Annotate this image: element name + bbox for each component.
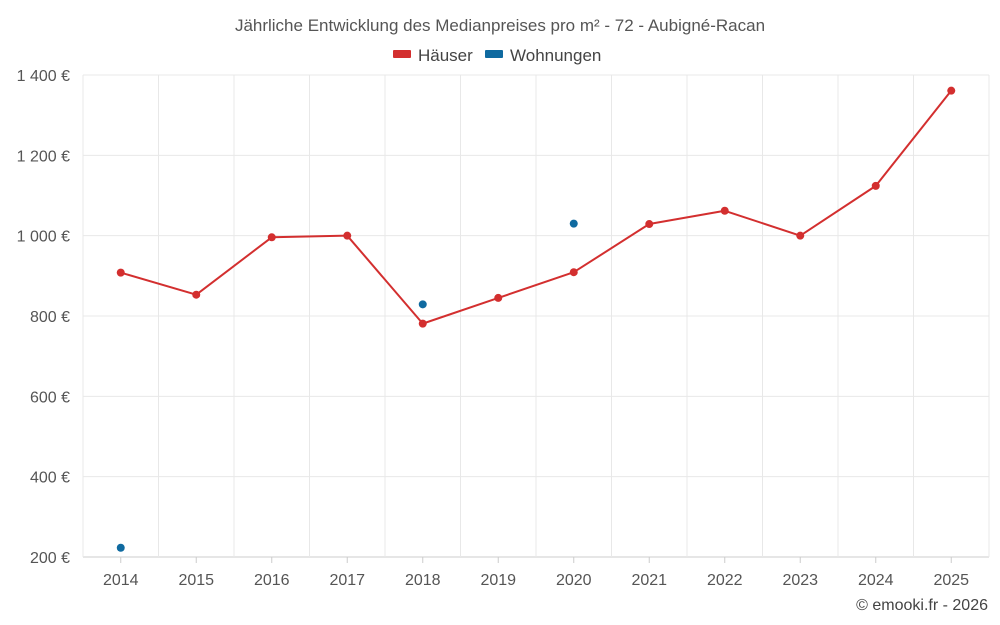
data-point-haeuser[interactable] [192, 290, 201, 299]
legend-item-haeuser[interactable]: Häuser [393, 46, 473, 65]
data-point-haeuser[interactable] [947, 86, 956, 95]
series-wohnungen [116, 219, 578, 552]
data-point-haeuser[interactable] [116, 268, 125, 277]
data-point-haeuser[interactable] [871, 181, 880, 190]
data-point-haeuser[interactable] [418, 319, 427, 328]
y-tick-label: 200 € [30, 550, 70, 567]
x-tick-label: 2023 [782, 572, 818, 589]
gridlines [82, 74, 990, 558]
series-layer [116, 86, 956, 552]
chart-title: Jährliche Entwicklung des Medianpreises … [235, 16, 765, 35]
data-point-haeuser[interactable] [720, 206, 729, 215]
data-point-haeuser[interactable] [645, 220, 654, 229]
data-point-wohnungen[interactable] [418, 300, 427, 309]
legend: Häuser Wohnungen [393, 46, 601, 65]
data-point-wohnungen[interactable] [569, 219, 578, 228]
x-tick-label: 2021 [631, 572, 667, 589]
y-tick-label: 1 400 € [17, 68, 70, 85]
x-tick-label: 2019 [480, 572, 516, 589]
series-line-haeuser [120, 90, 953, 325]
legend-item-wohnungen[interactable]: Wohnungen [485, 46, 601, 65]
x-tick-label: 2016 [254, 572, 290, 589]
y-tick-label: 800 € [30, 309, 70, 326]
data-point-haeuser[interactable] [343, 231, 352, 240]
data-point-haeuser[interactable] [494, 293, 503, 302]
x-axis: 2014 2015 2016 2017 2018 2019 2020 2021 2022 2023… [103, 557, 969, 589]
y-tick-label: 600 € [30, 389, 70, 406]
y-tick-label: 1 000 € [17, 229, 70, 246]
legend-swatch-haeuser [393, 50, 411, 58]
legend-label-wohnungen: Wohnungen [510, 46, 601, 65]
legend-swatch-wohnungen [485, 50, 503, 58]
y-axis: 200 € 400 € 600 € 800 € 1 000 € 1 200 € 1 400 … [17, 68, 70, 567]
data-point-haeuser[interactable] [796, 231, 805, 240]
x-tick-label: 2025 [933, 572, 969, 589]
x-tick-label: 2017 [329, 572, 365, 589]
data-point-wohnungen[interactable] [116, 543, 125, 552]
copyright-text: © emooki.fr - 2026 [856, 597, 988, 614]
x-tick-label: 2015 [178, 572, 214, 589]
data-point-haeuser[interactable] [569, 268, 578, 277]
data-point-haeuser[interactable] [267, 233, 276, 242]
y-tick-label: 1 200 € [17, 148, 70, 165]
y-tick-label: 400 € [30, 470, 70, 487]
series-haeuser [116, 86, 956, 328]
x-tick-label: 2020 [556, 572, 592, 589]
x-tick-label: 2014 [103, 572, 139, 589]
x-tick-label: 2018 [405, 572, 441, 589]
x-tick-label: 2022 [707, 572, 743, 589]
legend-label-haeuser: Häuser [418, 46, 473, 65]
x-tick-label: 2024 [858, 572, 894, 589]
